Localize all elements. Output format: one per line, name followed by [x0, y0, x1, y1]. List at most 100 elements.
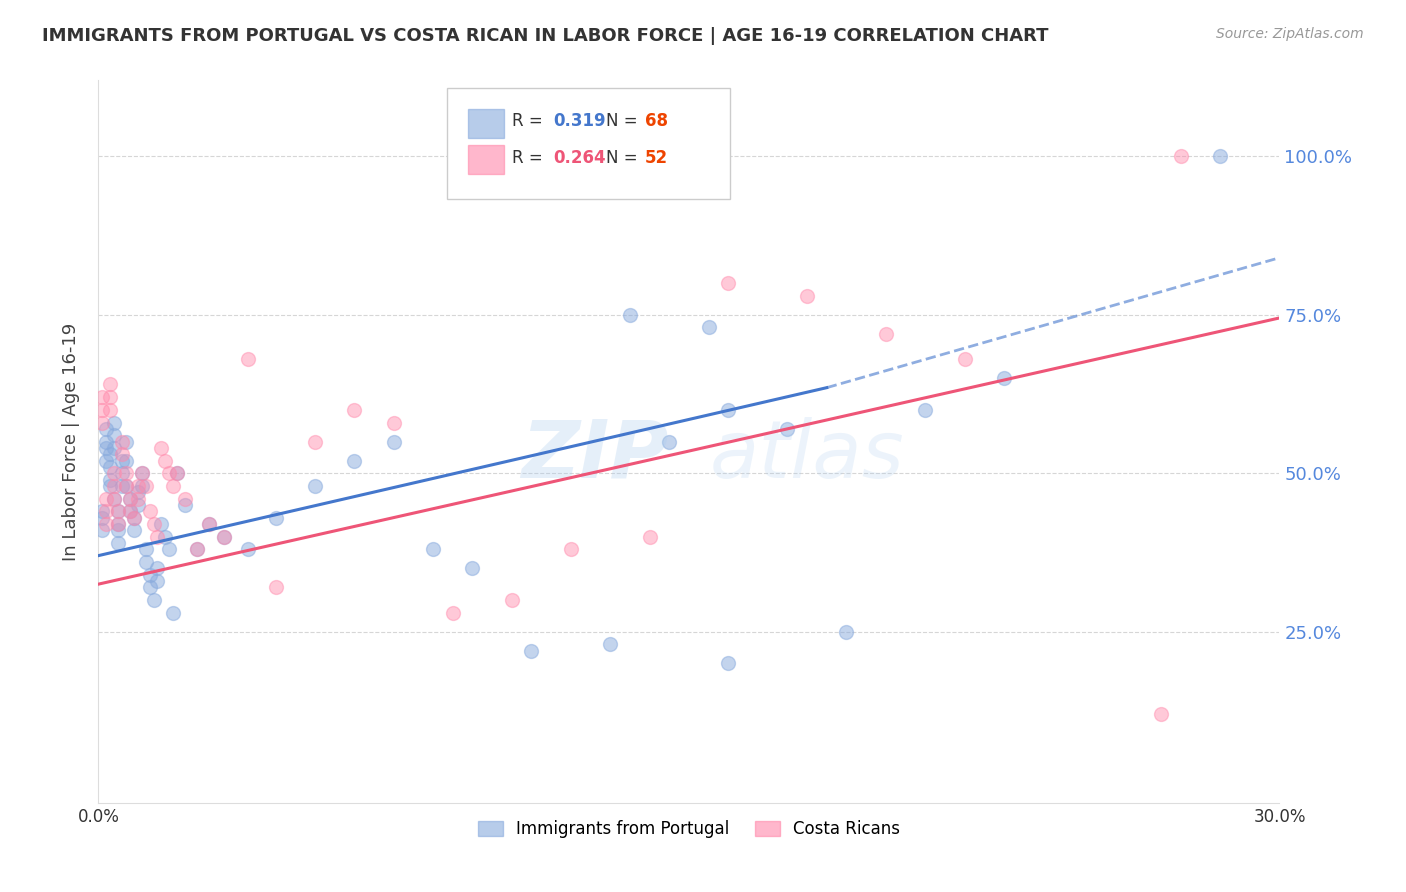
FancyBboxPatch shape — [447, 87, 730, 200]
Point — [835, 624, 858, 639]
Text: 68: 68 — [645, 112, 668, 130]
Point — [98, 402, 121, 417]
Point — [122, 510, 145, 524]
Point — [638, 530, 661, 544]
Point — [264, 510, 287, 524]
Point — [91, 402, 114, 417]
Y-axis label: In Labor Force | Age 16-19: In Labor Force | Age 16-19 — [62, 322, 80, 561]
Point — [304, 434, 326, 449]
Point — [343, 402, 366, 417]
Point — [461, 561, 484, 575]
Text: N =: N = — [606, 149, 643, 167]
Point — [162, 479, 184, 493]
Point — [155, 453, 177, 467]
Point — [96, 516, 118, 531]
Text: R =: R = — [512, 149, 548, 167]
Point — [197, 516, 219, 531]
Point — [107, 523, 129, 537]
Point — [115, 453, 138, 467]
Text: atlas: atlas — [710, 417, 904, 495]
Point — [1209, 149, 1232, 163]
FancyBboxPatch shape — [468, 145, 503, 174]
Point — [993, 371, 1015, 385]
Point — [98, 479, 121, 493]
Point — [599, 637, 621, 651]
Point — [382, 434, 405, 449]
Text: 52: 52 — [645, 149, 668, 167]
Point — [115, 479, 138, 493]
Point — [236, 542, 259, 557]
Point — [796, 289, 818, 303]
Point — [96, 422, 118, 436]
Point — [115, 467, 138, 481]
Point — [96, 491, 118, 506]
Point — [107, 536, 129, 550]
Point — [118, 504, 141, 518]
Point — [107, 516, 129, 531]
Point — [150, 441, 173, 455]
Point — [166, 467, 188, 481]
Point — [658, 434, 681, 449]
Point — [166, 467, 188, 481]
Point — [697, 320, 720, 334]
Point — [111, 447, 134, 461]
Point — [107, 504, 129, 518]
Legend: Immigrants from Portugal, Costa Ricans: Immigrants from Portugal, Costa Ricans — [471, 814, 907, 845]
Point — [115, 434, 138, 449]
Point — [96, 504, 118, 518]
Point — [135, 555, 157, 569]
Point — [127, 491, 149, 506]
Text: IMMIGRANTS FROM PORTUGAL VS COSTA RICAN IN LABOR FORCE | AGE 16-19 CORRELATION C: IMMIGRANTS FROM PORTUGAL VS COSTA RICAN … — [42, 27, 1049, 45]
Point — [619, 308, 641, 322]
Text: 0.319: 0.319 — [553, 112, 606, 130]
Point — [304, 479, 326, 493]
Point — [1170, 149, 1192, 163]
Point — [118, 504, 141, 518]
Point — [91, 523, 114, 537]
Point — [197, 516, 219, 531]
Point — [214, 530, 236, 544]
Point — [138, 504, 160, 518]
Point — [343, 453, 366, 467]
Point — [441, 606, 464, 620]
Point — [103, 491, 125, 506]
Point — [103, 467, 125, 481]
Point — [422, 542, 444, 557]
Point — [127, 479, 149, 493]
Point — [717, 276, 740, 290]
Point — [127, 485, 149, 500]
Point — [146, 530, 169, 544]
Point — [118, 491, 141, 506]
Point — [914, 402, 936, 417]
Text: ZIP: ZIP — [520, 417, 668, 495]
Point — [111, 453, 134, 467]
Text: N =: N = — [606, 112, 643, 130]
Point — [142, 593, 165, 607]
Point — [236, 352, 259, 367]
Point — [146, 574, 169, 588]
Point — [98, 390, 121, 404]
Point — [107, 504, 129, 518]
Point — [717, 402, 740, 417]
Point — [103, 416, 125, 430]
Point — [98, 447, 121, 461]
Point — [875, 326, 897, 341]
Point — [91, 510, 114, 524]
Point — [91, 390, 114, 404]
Point — [155, 530, 177, 544]
Point — [98, 473, 121, 487]
Point — [146, 561, 169, 575]
Point — [953, 352, 976, 367]
Point — [131, 467, 153, 481]
Point — [103, 428, 125, 442]
Point — [98, 377, 121, 392]
Text: 0.264: 0.264 — [553, 149, 606, 167]
Point — [157, 542, 180, 557]
Point — [382, 416, 405, 430]
FancyBboxPatch shape — [468, 109, 503, 138]
Point — [103, 441, 125, 455]
Point — [560, 542, 582, 557]
Text: R =: R = — [512, 112, 548, 130]
Point — [162, 606, 184, 620]
Point — [138, 567, 160, 582]
